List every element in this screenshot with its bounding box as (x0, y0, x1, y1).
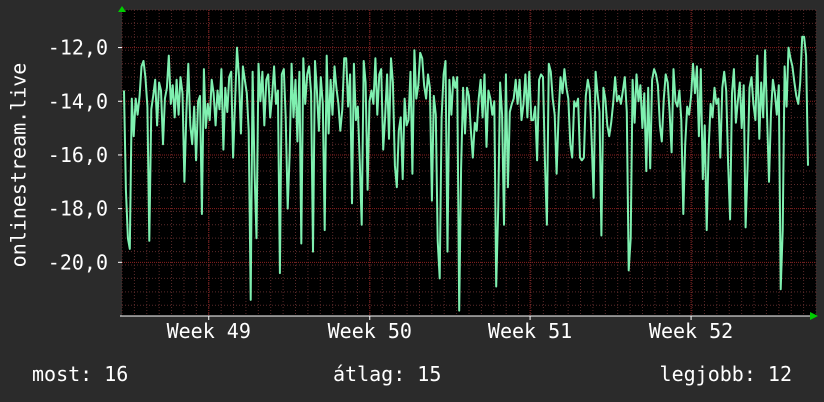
y-axis: -12,0 -14,0 -16,0 -18,0 -20,0 (48, 36, 122, 274)
grid (121, 9, 817, 316)
series-group (123, 35, 809, 312)
average-value-stat: átlag: 15 (333, 362, 442, 386)
x-tick-label: Week 52 (649, 319, 733, 343)
x-tick-label: Week 51 (488, 319, 572, 343)
x-tick-label: Week 49 (167, 319, 251, 343)
x-tick-label: Week 50 (328, 319, 412, 343)
series-line (123, 35, 809, 312)
y-tick-label: -16,0 (48, 143, 108, 167)
y-tick-label: -12,0 (48, 36, 108, 60)
best-value-stat: legjobb: 12 (659, 362, 792, 386)
y-axis-label: onlinestream.live (7, 63, 31, 268)
current-value-stat: most: 16 (32, 362, 129, 386)
y-tick-label: -18,0 (48, 197, 108, 221)
y-tick-label: -20,0 (48, 250, 108, 274)
y-tick-label: -14,0 (48, 89, 108, 113)
x-axis: Week 49 Week 50 Week 51 Week 52 (167, 316, 733, 343)
x-axis-arrow-icon (810, 312, 818, 320)
y-axis-arrow-icon (118, 6, 126, 12)
